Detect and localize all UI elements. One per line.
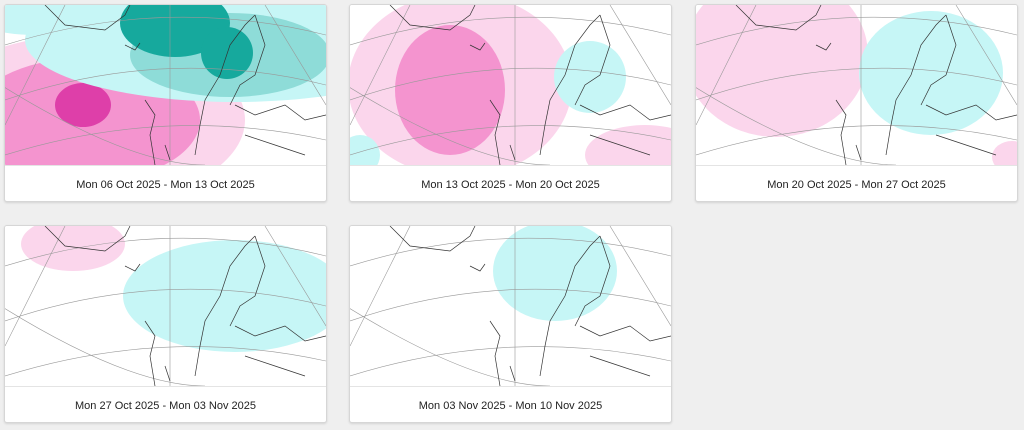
anomaly-area [992,141,1017,165]
anomaly-map [696,5,1017,165]
anomaly-area [859,11,1003,135]
coastline [44,5,326,165]
card-caption: Mon 06 Oct 2025 - Mon 13 Oct 2025 [5,165,326,201]
coastline [735,5,1017,165]
anomaly-area [21,226,125,271]
coastline [389,5,671,165]
graticule [696,5,1017,165]
anomaly-map [350,226,671,386]
card-caption: Mon 03 Nov 2025 - Mon 10 Nov 2025 [350,386,671,422]
anomaly-area [350,135,380,165]
anomaly-map [350,5,671,165]
graticule [350,226,671,386]
anomaly-area [120,5,230,57]
card-caption: Mon 13 Oct 2025 - Mon 20 Oct 2025 [350,165,671,201]
graticule [5,226,326,386]
coastline [389,226,671,386]
anomaly-area [554,41,626,113]
anomaly-area [696,5,868,137]
graticule [350,5,671,165]
forecast-card[interactable]: Mon 20 Oct 2025 - Mon 27 Oct 2025 [695,4,1018,202]
anomaly-area [55,83,111,127]
anomaly-area [493,226,617,321]
forecast-card[interactable]: Mon 13 Oct 2025 - Mon 20 Oct 2025 [349,4,672,202]
forecast-card[interactable]: Mon 27 Oct 2025 - Mon 03 Nov 2025 [4,225,327,423]
graticule [5,5,326,165]
forecast-card[interactable]: Mon 06 Oct 2025 - Mon 13 Oct 2025 [4,4,327,202]
anomaly-area [123,240,326,352]
coastline [44,226,326,386]
anomaly-area [5,5,105,35]
forecast-card[interactable]: Mon 03 Nov 2025 - Mon 10 Nov 2025 [349,225,672,423]
anomaly-area [395,25,505,155]
card-caption: Mon 27 Oct 2025 - Mon 03 Nov 2025 [5,386,326,422]
card-caption: Mon 20 Oct 2025 - Mon 27 Oct 2025 [696,165,1017,201]
anomaly-map [5,226,326,386]
anomaly-map [5,5,326,165]
